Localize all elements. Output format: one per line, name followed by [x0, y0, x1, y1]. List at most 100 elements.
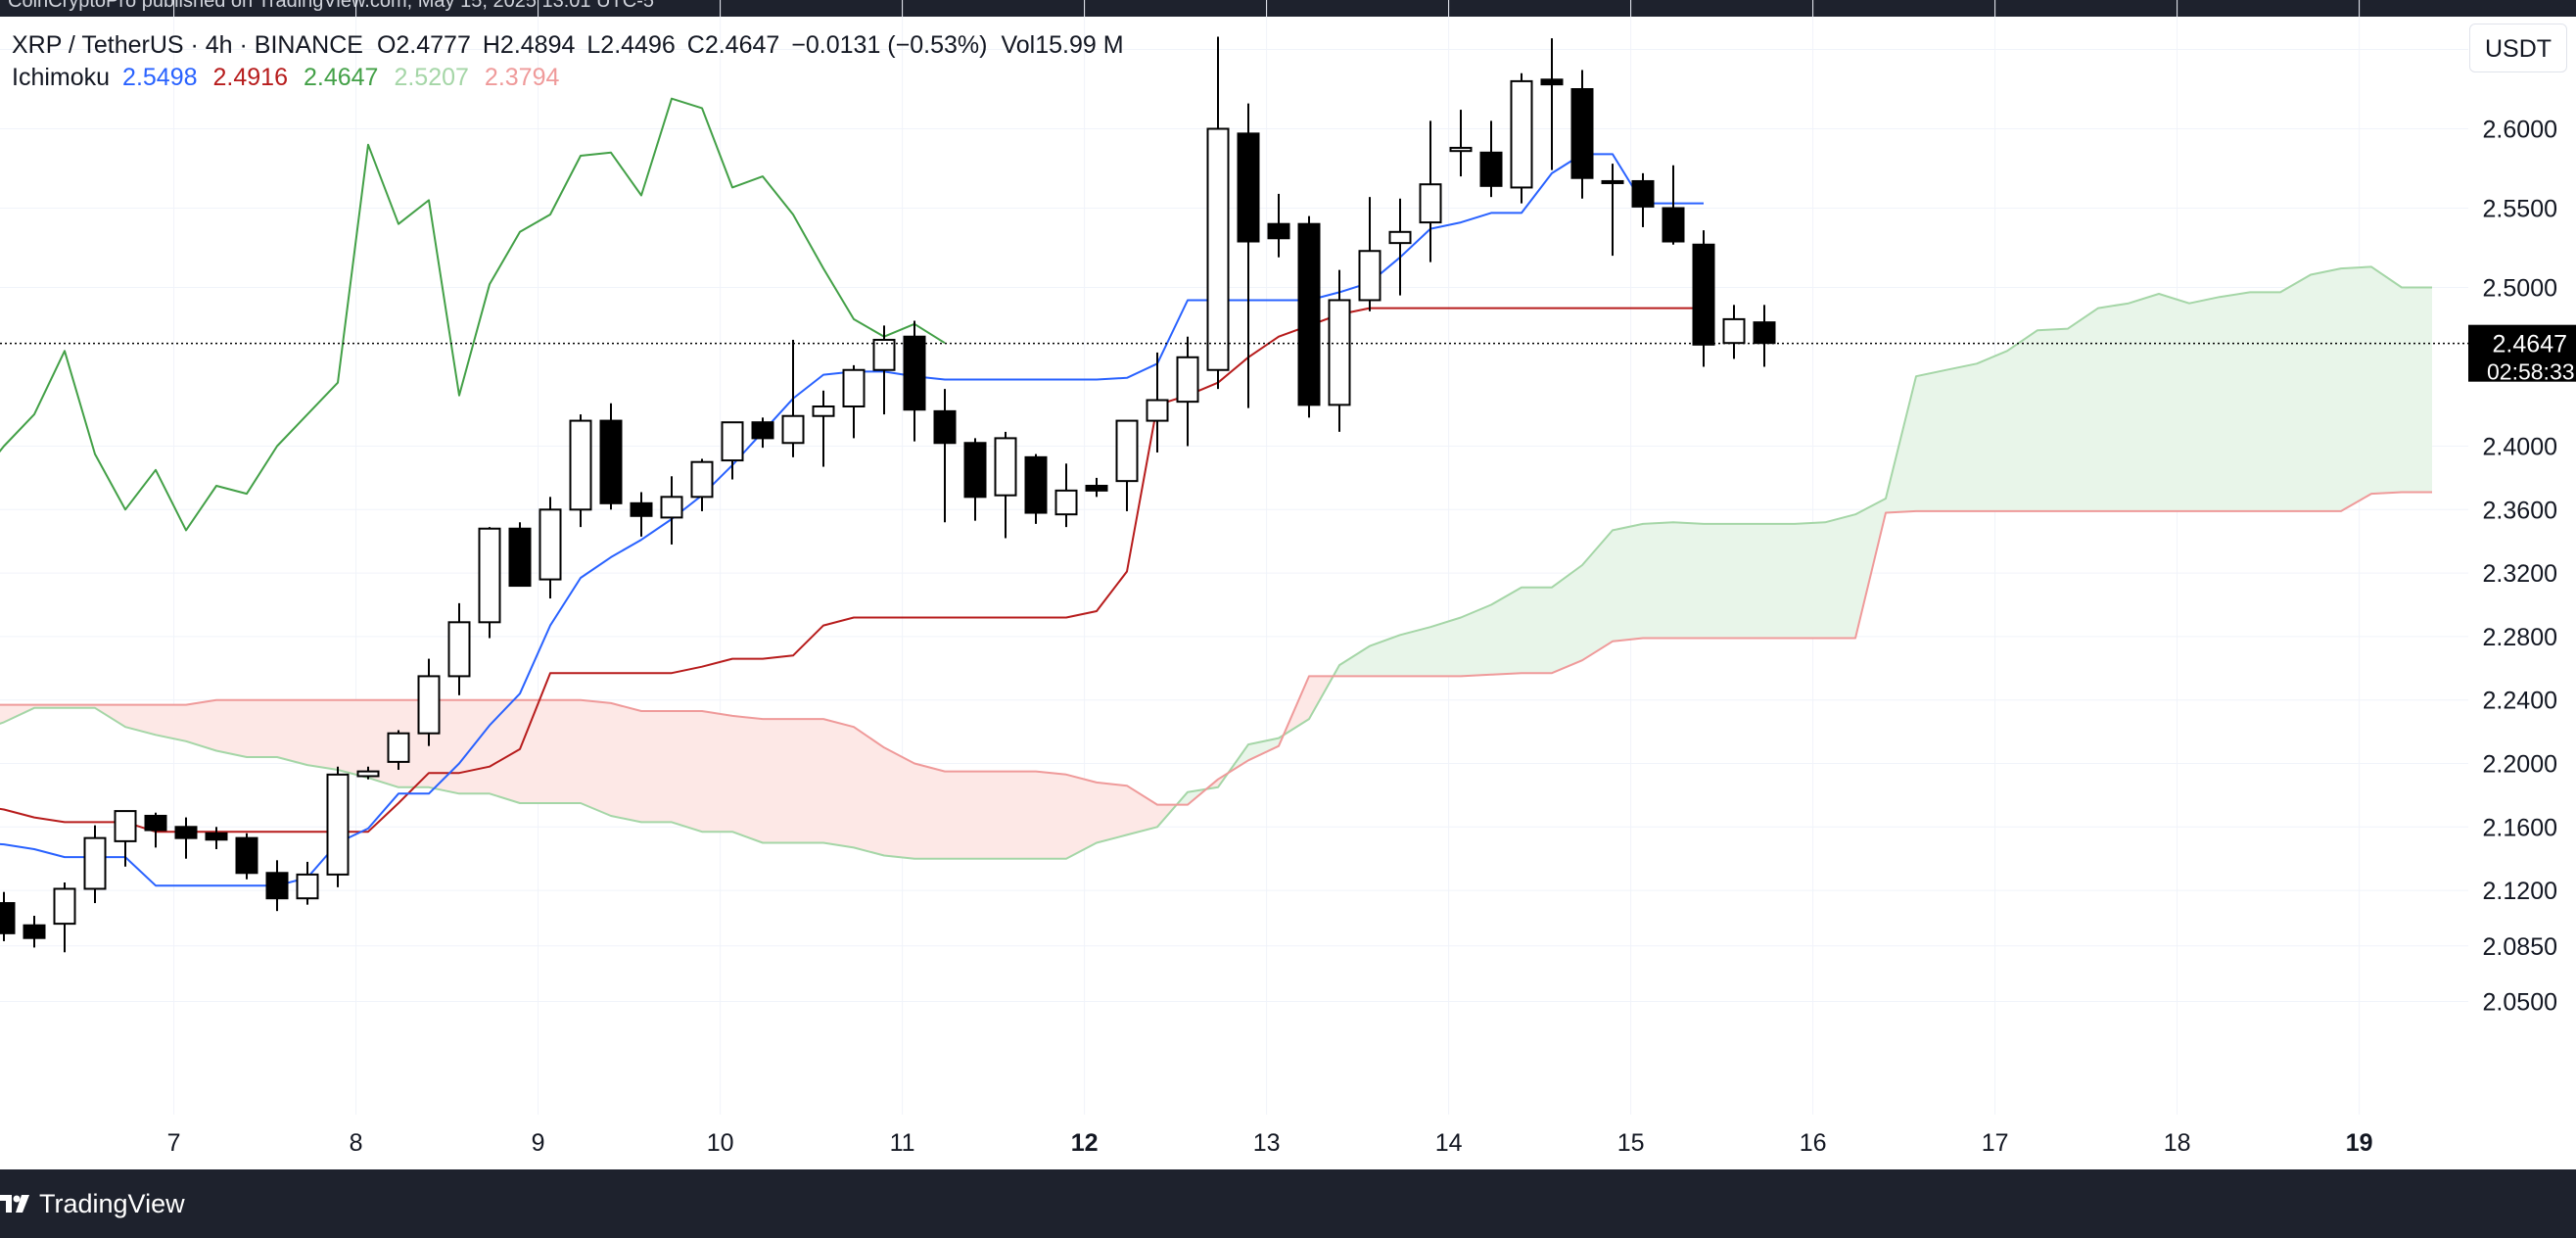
candle-body [812, 405, 835, 417]
tradingview-logo-text: TradingView [39, 1188, 185, 1218]
candle-body [1570, 88, 1594, 179]
indicator-name[interactable]: Ichimoku [12, 64, 111, 91]
price-axis[interactable]: 2.0500 2.0850 2.1200 2.1600 2.2000 2.2400 2.28… [2468, 37, 2576, 1017]
candle-body [963, 442, 987, 499]
close-value: 2.4647 [704, 31, 780, 59]
candle-body [1540, 78, 1564, 86]
candle-up [569, 414, 592, 528]
candle-up [417, 658, 441, 746]
candle-down [265, 860, 289, 912]
time-axis[interactable]: 678910111213141516171819 [0, 1129, 2373, 1157]
candle-body [23, 924, 46, 939]
time-tick-label: 11 [890, 1129, 915, 1157]
candle-body [1297, 222, 1321, 406]
candle-body [751, 421, 774, 440]
candle-up [1054, 463, 1078, 528]
candles [0, 36, 1776, 953]
candle-body [53, 887, 76, 926]
price-chart[interactable]: 2.0500 2.0850 2.1200 2.1600 2.2000 2.2400 2.28… [0, 0, 2576, 1169]
price-tick-label: 2.1600 [2483, 814, 2557, 841]
close-label: C [686, 31, 705, 59]
candle-down [205, 827, 228, 849]
time-tick-label: 7 [167, 1129, 181, 1157]
candle-down [1297, 215, 1321, 418]
candle-body [1388, 230, 1412, 245]
candle-up [1176, 336, 1199, 447]
candle-up [721, 421, 744, 480]
time-tick-label: 18 [2164, 1129, 2191, 1157]
price-tick-label: 2.5500 [2483, 196, 2557, 223]
leading-span-a-line [0, 265, 2432, 860]
candle-down [1631, 172, 1655, 227]
candle-body [205, 832, 228, 841]
candle-up [356, 766, 380, 780]
ichimoku-cloud [0, 266, 2432, 859]
candle-body [235, 836, 258, 875]
candle-up [1328, 269, 1351, 432]
candle-body [356, 770, 380, 778]
price-tick-label: 2.0850 [2483, 933, 2557, 961]
candle-up [660, 476, 683, 545]
time-tick-label: 19 [2346, 1129, 2373, 1157]
candle-up [690, 458, 714, 511]
bar-countdown-label: 02:58:33 [2487, 359, 2575, 385]
candle-body [903, 335, 926, 411]
symbol-title[interactable]: XRP / TetherUS · 4h · BINANCE [12, 31, 363, 59]
bearish-cloud [0, 699, 1177, 859]
candle-body [1692, 243, 1715, 346]
candle-body [1176, 356, 1199, 404]
candle-up [539, 497, 562, 599]
candle-body [1601, 179, 1624, 184]
candle-body [144, 814, 167, 832]
candle-up [387, 730, 410, 770]
candle-down [1753, 305, 1776, 367]
time-tick-label: 15 [1617, 1129, 1645, 1157]
last-price-badge [2468, 324, 2576, 382]
high-label: H [482, 31, 500, 59]
candle-up [781, 339, 805, 457]
tradingview-logo-icon [0, 1195, 29, 1213]
candle-body [265, 872, 289, 900]
last-price-label: 2.4647 [2493, 331, 2567, 358]
candle-body [690, 460, 714, 499]
candle-down [1479, 120, 1503, 198]
low-label: L [586, 31, 601, 59]
change-value: −0.0131 (−0.53%) [791, 31, 988, 59]
footer-bar: TradingView [0, 1169, 2576, 1238]
candle-down [751, 417, 774, 449]
candle-body [508, 527, 532, 588]
candle-down [963, 438, 987, 521]
leading-span-a-value: 2.5207 [394, 64, 469, 91]
currency-button[interactable]: USDT [2469, 24, 2567, 72]
chart-legend: XRP / TetherUS · 4h · BINANCE O2.4777 H2.4… [12, 29, 1124, 94]
candle-body [1662, 207, 1685, 243]
symbol-row: XRP / TetherUS · 4h · BINANCE O2.4777 H2.4… [12, 29, 1124, 62]
candle-up [842, 364, 866, 439]
price-tick-label: 2.5000 [2483, 275, 2557, 303]
candle-body [539, 508, 562, 581]
candle-down [599, 403, 623, 510]
candle-up [1146, 352, 1169, 452]
publisher-text: CoinCryptoPro published on TradingView.c… [8, 0, 654, 12]
price-tick-label: 2.0500 [2483, 989, 2557, 1017]
candle-body [599, 419, 623, 504]
candle-up [326, 766, 350, 887]
candle-body [1510, 79, 1533, 189]
candle-body [1631, 179, 1655, 208]
candle-body [1419, 183, 1442, 224]
candle-up [812, 390, 835, 467]
candle-body [1146, 399, 1169, 422]
volume-value: 15.99 M [1035, 31, 1124, 59]
candle-body [1449, 146, 1473, 153]
candle-down [1267, 193, 1290, 258]
candle-up [1206, 36, 1230, 390]
candle-body [326, 773, 350, 876]
time-tick-label: 12 [1071, 1129, 1099, 1157]
candle-up [53, 882, 76, 953]
candle-body [478, 527, 501, 624]
time-tick-label: 10 [707, 1129, 734, 1157]
candle-down [933, 389, 957, 523]
candle-up [1419, 120, 1442, 262]
lagging-span-line [0, 97, 946, 532]
candle-body [1753, 321, 1776, 345]
